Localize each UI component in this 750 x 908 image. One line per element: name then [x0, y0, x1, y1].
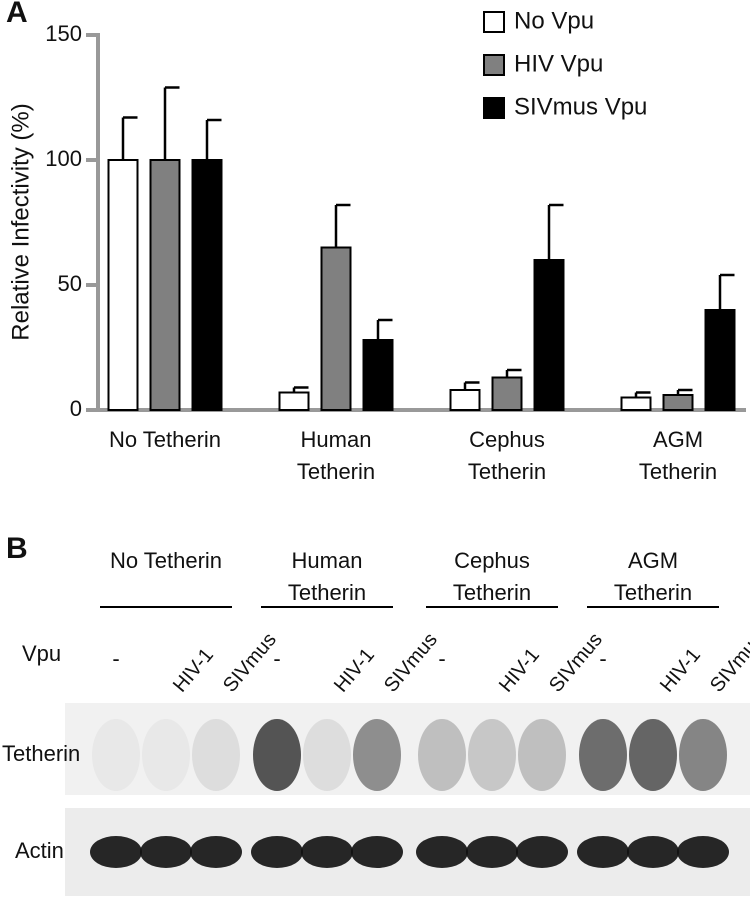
lane-label: SIVmus — [706, 629, 750, 697]
lane-label: - — [599, 646, 606, 671]
bar — [533, 259, 565, 411]
lane-label: - — [112, 646, 119, 671]
lane-label: SIVmus — [219, 629, 281, 697]
y-tick-label: 100 — [45, 146, 82, 171]
x-tick-label: Cephus Tetherin — [467, 427, 547, 484]
lane-label: - — [438, 646, 445, 671]
blot-group-label: Human Tetherin — [287, 548, 367, 605]
legend-swatch — [483, 54, 505, 76]
tetherin-band — [629, 719, 677, 791]
y-tick-label: 0 — [70, 396, 82, 421]
x-tick-label: Human Tetherin — [296, 427, 376, 484]
panel-label: B — [6, 532, 28, 565]
legend-swatch — [483, 11, 505, 33]
tetherin-band — [192, 719, 240, 791]
actin-band — [677, 836, 729, 868]
lane-label: HIV-1 — [495, 644, 544, 696]
bar — [191, 159, 223, 411]
actin-band — [577, 836, 629, 868]
x-tick-label: AGM Tetherin — [638, 427, 718, 484]
bar — [278, 391, 310, 411]
blot-row-label: Tetherin — [2, 741, 80, 766]
x-tick-label: No Tetherin — [108, 427, 222, 452]
tetherin-band — [92, 719, 140, 791]
tetherin-band — [142, 719, 190, 791]
blot-group-label: Cephus Tetherin — [452, 548, 532, 605]
bar — [704, 309, 736, 411]
y-tick-label: 150 — [45, 21, 82, 46]
actin-band — [627, 836, 679, 868]
legend-label: SIVmus Vpu — [514, 93, 647, 120]
bar — [320, 246, 352, 411]
actin-band — [90, 836, 142, 868]
lane-label: HIV-1 — [169, 644, 218, 696]
lane-label: SIVmus — [545, 629, 607, 697]
actin-band — [516, 836, 568, 868]
tetherin-band — [518, 719, 566, 791]
tetherin-band — [468, 719, 516, 791]
tetherin-band — [579, 719, 627, 791]
actin-band — [351, 836, 403, 868]
bar — [449, 389, 481, 411]
actin-band — [301, 836, 353, 868]
legend-label: HIV Vpu — [514, 50, 603, 77]
legend-swatch — [483, 97, 505, 119]
actin-band — [251, 836, 303, 868]
tetherin-band — [353, 719, 401, 791]
lane-label: - — [273, 646, 280, 671]
tetherin-band — [253, 719, 301, 791]
blot-group-label: AGM Tetherin — [613, 548, 693, 605]
lane-label: HIV-1 — [330, 644, 379, 696]
panel-label: A — [6, 0, 28, 29]
actin-band — [416, 836, 468, 868]
blot-row-label: Actin — [15, 838, 64, 863]
bar — [107, 159, 139, 411]
actin-band — [190, 836, 242, 868]
actin-band — [140, 836, 192, 868]
legend-label: No Vpu — [514, 7, 594, 34]
y-axis-label: Relative Infectivity (%) — [7, 103, 34, 340]
bar — [491, 376, 523, 411]
y-tick-label: 50 — [58, 271, 82, 296]
bar — [362, 339, 394, 411]
bar — [620, 396, 652, 411]
tetherin-band — [679, 719, 727, 791]
bar — [149, 159, 181, 411]
bar — [662, 394, 694, 411]
lane-label: HIV-1 — [656, 644, 705, 696]
tetherin-band — [303, 719, 351, 791]
actin-band — [466, 836, 518, 868]
lane-label: SIVmus — [380, 629, 442, 697]
vpu-label: Vpu — [22, 641, 61, 666]
tetherin-band — [418, 719, 466, 791]
blot-group-label: No Tetherin — [109, 548, 223, 573]
